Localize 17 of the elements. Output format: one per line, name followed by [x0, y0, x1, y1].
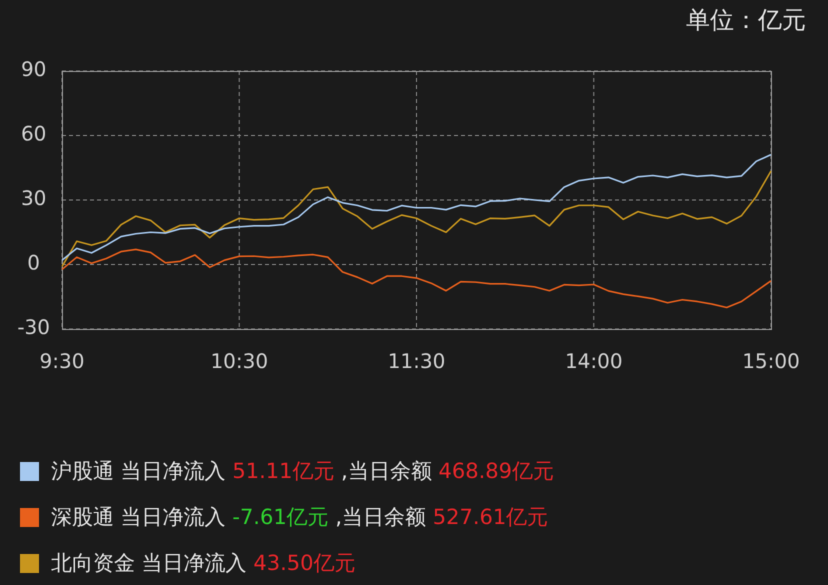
y-tick-label: 0 — [27, 250, 40, 275]
x-tick-label: 11:30 — [388, 349, 446, 374]
y-tick-label: 30 — [20, 186, 46, 210]
y-tick-label: 60 — [20, 122, 46, 146]
text: 当日净流入 51.11亿元 ,当日余额 468.89亿元 — [120, 458, 554, 485]
x-tick-label: 15:00 — [742, 349, 800, 374]
legend-label: 深股通 — [51, 504, 114, 531]
x-tick-label: 10:30 — [210, 349, 268, 374]
legend-label: 沪股通 — [51, 458, 114, 485]
y-tick-label: -30 — [17, 315, 50, 340]
legend-label: 北向资金 — [51, 550, 135, 577]
x-tick-label: 9:30 — [40, 349, 84, 374]
text: 当日净流入 -7.61亿元 ,当日余额 527.61亿元 — [120, 504, 548, 531]
x-tick-label: 14:00 — [564, 349, 623, 374]
y-axis-title: 单位：亿元 — [686, 5, 806, 36]
y-tick-label: 90 — [20, 57, 46, 82]
text: 当日净流入 43.50亿元 — [140, 550, 356, 577]
